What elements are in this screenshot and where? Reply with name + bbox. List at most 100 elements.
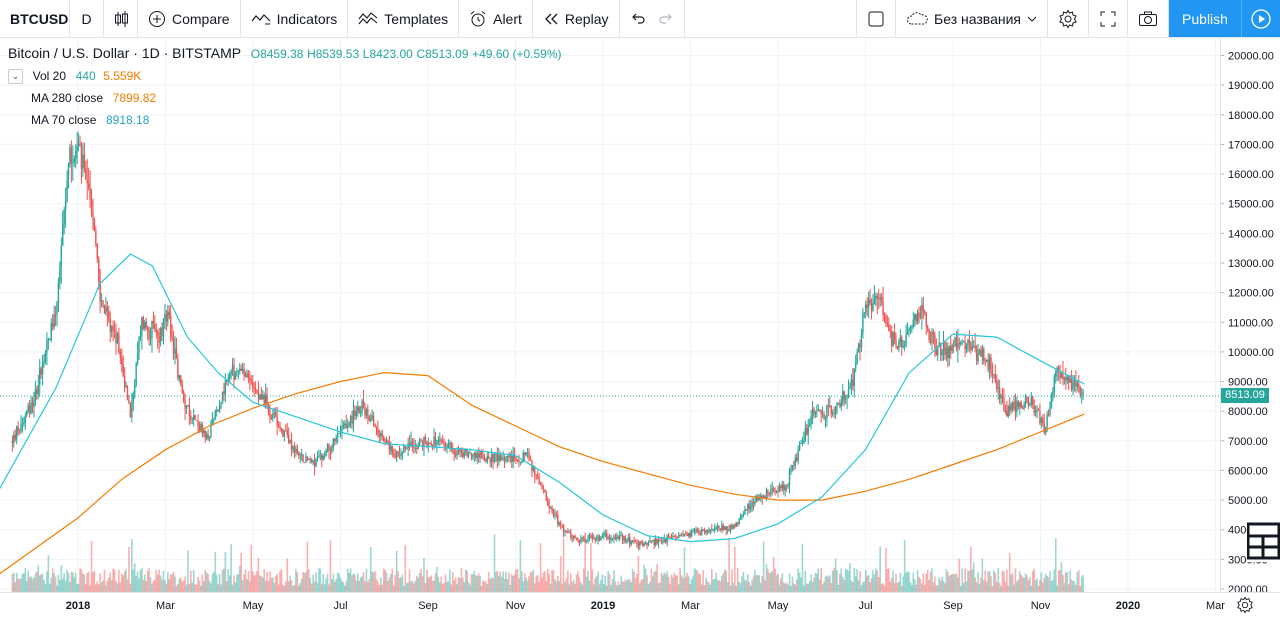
candle-body <box>21 423 24 425</box>
candle-body <box>620 535 622 537</box>
templates-button[interactable]: Templates <box>348 0 460 37</box>
candle-body <box>362 400 365 409</box>
volume-bar <box>413 583 415 592</box>
volume-bar <box>323 584 326 592</box>
replay-button[interactable]: Replay <box>533 0 620 37</box>
snapshot-button[interactable] <box>1128 0 1169 37</box>
volume-legend-row[interactable]: ⌄ Vol 20 440 5.559K <box>8 65 562 87</box>
publish-button[interactable]: Publish <box>1169 0 1241 37</box>
alarm-clock-icon <box>470 10 486 26</box>
candle-body <box>902 346 904 347</box>
volume-bar <box>89 585 91 592</box>
candle-body <box>515 457 517 461</box>
candle-body <box>33 400 35 408</box>
volume-bar <box>636 573 638 592</box>
time-axis[interactable]: 2018 Mar May Jul Sep Nov 2019 Mar May Jul Sep Nov 20… <box>66 600 1226 612</box>
volume-bar <box>849 563 851 592</box>
volume-bar <box>873 574 876 592</box>
layout-name-button[interactable]: Без названия <box>896 0 1048 37</box>
undo-icon[interactable] <box>630 11 646 27</box>
volume-bar <box>1003 571 1005 592</box>
candle-body <box>539 482 542 486</box>
candle-body <box>387 440 389 443</box>
volume-bar <box>657 583 660 592</box>
volume-bar <box>38 575 41 592</box>
candle-body <box>289 440 291 443</box>
volume-bar <box>171 574 173 592</box>
candle-body <box>440 439 442 441</box>
volume-bar <box>464 569 467 592</box>
redo-icon[interactable] <box>658 11 674 27</box>
volume-bar <box>633 571 635 592</box>
select-layout-checkbox[interactable] <box>856 0 897 37</box>
volume-bar <box>132 569 135 592</box>
volume-bar <box>156 574 159 592</box>
price-axis[interactable]: 20000.0019000.0018000.0017000.0016000.00… <box>1220 51 1274 597</box>
symbol-search-button[interactable]: BTCUSD <box>0 0 70 37</box>
price-chart[interactable]: 20000.0019000.0018000.0017000.0016000.00… <box>0 38 1280 620</box>
chart-settings-gear-icon[interactable] <box>1236 596 1254 614</box>
candle-body <box>423 436 425 447</box>
candle-body <box>66 180 68 202</box>
candle-body <box>122 364 124 376</box>
candle-body <box>640 541 642 543</box>
publish-menu-button[interactable] <box>1241 0 1280 37</box>
candle-body <box>394 454 396 458</box>
volume-bar <box>315 572 317 592</box>
candle-body <box>928 328 930 341</box>
volume-bar <box>441 583 444 592</box>
candle-body <box>80 145 83 169</box>
candle-body <box>588 535 591 538</box>
candle-body <box>994 374 997 382</box>
ma280-legend-row[interactable]: MA 280 close 7899.82 <box>8 87 562 109</box>
candle-body <box>791 465 794 470</box>
ma70-legend-row[interactable]: MA 70 close 8918.18 <box>8 109 562 131</box>
candle-body <box>578 540 581 543</box>
candle-body <box>657 540 660 544</box>
alert-button[interactable]: Alert <box>459 0 533 37</box>
settings-button[interactable] <box>1048 0 1089 37</box>
volume-bar <box>306 541 309 592</box>
candle-body <box>377 428 379 435</box>
candle-body <box>761 495 763 499</box>
volume-bar <box>84 584 87 592</box>
candle-body <box>312 460 314 463</box>
volume-bar <box>877 577 880 592</box>
candle-body <box>562 524 565 532</box>
candle-body <box>239 368 241 371</box>
volume-bar <box>80 569 83 592</box>
volume-bar <box>952 574 955 592</box>
candle-body <box>856 352 858 363</box>
volume-bar <box>870 578 873 592</box>
candle-body <box>384 441 386 443</box>
volume-bar <box>765 564 768 592</box>
candle-body <box>375 426 378 429</box>
volume-bar <box>198 580 201 592</box>
volume-bar <box>218 574 221 592</box>
volume-bar <box>991 585 994 592</box>
candle-body <box>819 409 821 411</box>
volume-bar <box>903 540 906 592</box>
interval-button[interactable]: D <box>70 0 104 37</box>
volume-bar <box>608 574 611 592</box>
volume-bar <box>375 579 378 592</box>
volume-bar <box>862 582 864 592</box>
volume-bar <box>889 581 892 592</box>
volume-bar <box>699 574 702 592</box>
volume-bar <box>797 568 799 592</box>
candle-body <box>164 314 166 319</box>
candle-body <box>231 365 234 372</box>
volume-bar <box>692 575 694 592</box>
collapse-legend-button[interactable]: ⌄ <box>8 69 23 85</box>
indicators-button[interactable]: Indicators <box>241 0 349 37</box>
candle-body <box>404 446 406 449</box>
volume-bar <box>965 581 968 592</box>
candle-body <box>866 304 868 308</box>
compare-button[interactable]: Compare <box>138 0 241 37</box>
volume-bar <box>722 572 725 592</box>
fullscreen-button[interactable] <box>1089 0 1128 37</box>
volume-bar <box>172 571 175 592</box>
tradingview-logo[interactable] <box>1247 522 1280 562</box>
chart-type-button[interactable] <box>104 0 138 37</box>
candle-body <box>449 442 451 444</box>
